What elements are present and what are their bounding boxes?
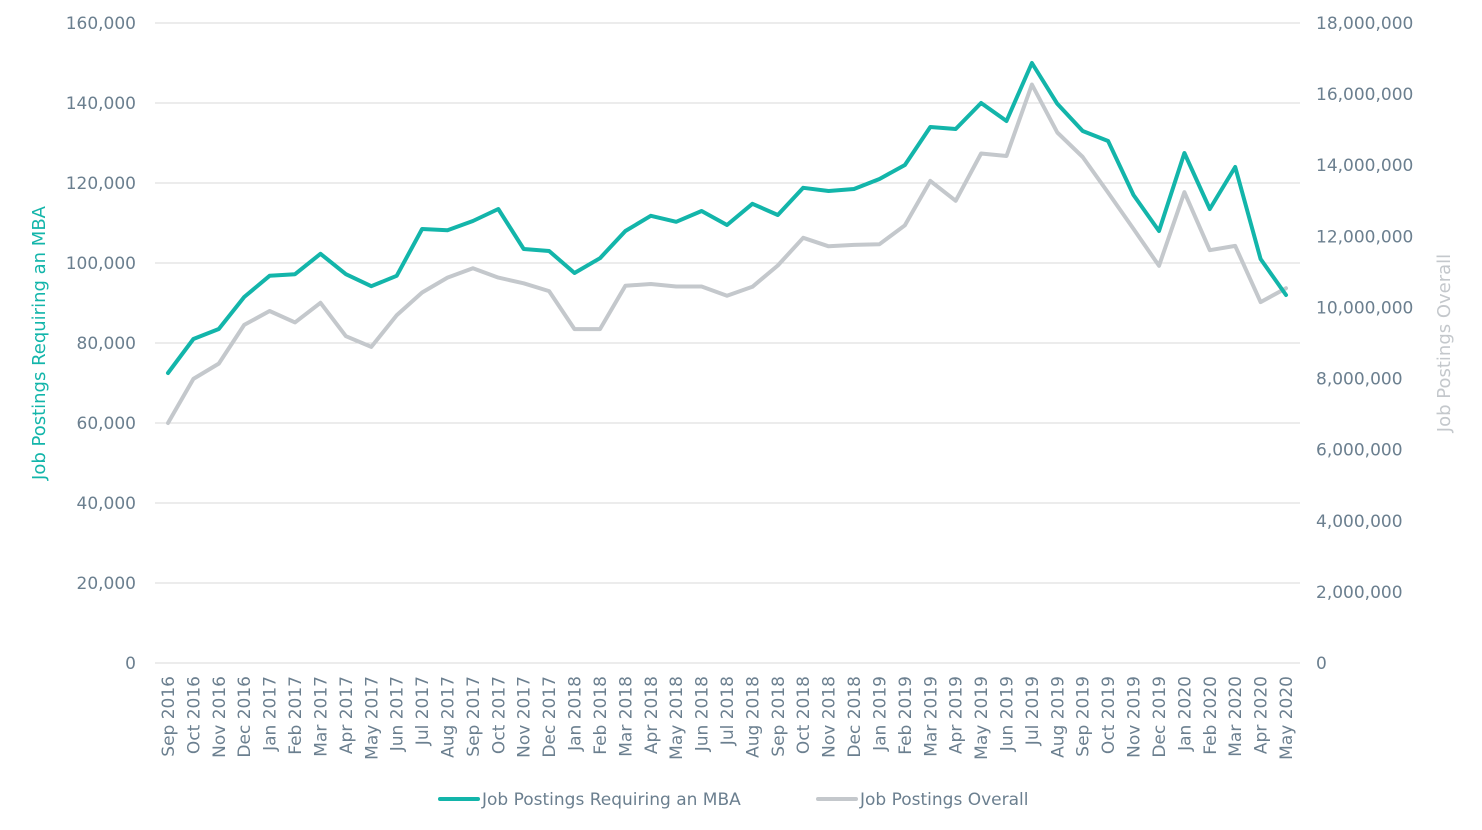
right-tick-label: 18,000,000 xyxy=(1316,14,1413,34)
x-tick-label: May 2017 xyxy=(362,676,382,760)
x-tick-label: Mar 2020 xyxy=(1226,676,1246,757)
right-tick-label: 4,000,000 xyxy=(1316,512,1403,532)
legend-label-overall: Job Postings Overall xyxy=(859,790,1028,810)
right-tick-label: 2,000,000 xyxy=(1316,583,1403,603)
x-tick-label: Aug 2018 xyxy=(743,676,763,758)
left-tick-label: 60,000 xyxy=(77,414,136,434)
right-tick-label: 14,000,000 xyxy=(1316,156,1413,176)
x-tick-label: Feb 2020 xyxy=(1201,676,1221,755)
left-axis-title: Job Postings Requiring an MBA xyxy=(29,205,50,481)
left-tick-label: 160,000 xyxy=(66,14,136,34)
x-tick-label: Jun 2017 xyxy=(388,676,408,752)
x-tick-label: Jul 2018 xyxy=(718,676,738,746)
left-tick-label: 40,000 xyxy=(77,494,136,514)
x-tick-label: Feb 2018 xyxy=(591,676,611,755)
left-tick-label: 120,000 xyxy=(66,174,136,194)
x-tick-label: Jan 2019 xyxy=(870,676,890,752)
x-tick-label: Dec 2016 xyxy=(235,676,255,758)
left-tick-label: 100,000 xyxy=(66,254,136,274)
x-tick-label: Apr 2017 xyxy=(337,676,357,754)
x-tick-label: Nov 2016 xyxy=(210,676,230,758)
left-tick-label: 140,000 xyxy=(66,94,136,114)
x-tick-label: Apr 2018 xyxy=(642,676,662,754)
x-tick-label: May 2020 xyxy=(1277,676,1297,760)
x-tick-label: Feb 2017 xyxy=(286,676,306,755)
left-tick-label: 20,000 xyxy=(77,574,136,594)
x-tick-label: Nov 2019 xyxy=(1125,676,1145,758)
x-tick-label: Dec 2018 xyxy=(845,676,865,758)
left-tick-label: 0 xyxy=(125,654,136,674)
x-tick-label: Mar 2019 xyxy=(921,676,941,757)
x-tick-label: Jul 2017 xyxy=(413,676,433,746)
legend-label-mba: Job Postings Requiring an MBA xyxy=(481,790,741,810)
x-tick-label: Oct 2019 xyxy=(1099,676,1119,754)
x-tick-label: Jan 2018 xyxy=(566,676,586,752)
left-tick-label: 80,000 xyxy=(77,334,136,354)
series-line-mba xyxy=(166,61,1288,375)
x-tick-label: Sep 2017 xyxy=(464,676,484,757)
x-tick-label: Dec 2019 xyxy=(1150,676,1170,758)
x-tick-label: Dec 2017 xyxy=(540,676,560,758)
x-tick-label: Jul 2019 xyxy=(1023,676,1043,746)
right-tick-label: 0 xyxy=(1316,654,1327,674)
left-y-axis-ticks: 0 20,000 40,000 60,000 80,000 100,000 120,000 1… xyxy=(66,14,136,674)
x-tick-label: Nov 2017 xyxy=(515,676,535,758)
x-tick-label: Jun 2018 xyxy=(693,676,713,752)
series-lines xyxy=(166,61,1288,425)
x-tick-label: Jan 2020 xyxy=(1175,676,1195,752)
x-tick-label: Oct 2018 xyxy=(794,676,814,754)
right-tick-label: 6,000,000 xyxy=(1316,441,1403,461)
x-tick-label: Mar 2018 xyxy=(616,676,636,757)
gridlines xyxy=(155,22,1300,664)
x-tick-label: Jan 2017 xyxy=(261,676,281,752)
right-tick-label: 16,000,000 xyxy=(1316,85,1413,105)
x-tick-label: Oct 2017 xyxy=(489,676,509,754)
x-tick-label: Jun 2019 xyxy=(998,676,1018,752)
x-tick-label: May 2019 xyxy=(972,676,992,760)
legend: Job Postings Requiring an MBA Job Postin… xyxy=(438,790,1028,810)
x-tick-label: Mar 2017 xyxy=(311,676,331,757)
right-y-axis-ticks: 0 2,000,000 4,000,000 6,000,000 8,000,000 10,… xyxy=(1316,14,1413,674)
x-tick-label: Oct 2016 xyxy=(184,676,204,754)
x-axis-ticks: Sep 2016 Oct 2016 Nov 2016 Dec 2016 Jan 2017… xyxy=(159,676,1297,760)
right-tick-label: 12,000,000 xyxy=(1316,227,1413,247)
x-tick-label: Feb 2019 xyxy=(896,676,916,755)
series-line-overall xyxy=(166,82,1288,425)
x-tick-label: Aug 2019 xyxy=(1048,676,1068,758)
x-tick-label: Apr 2019 xyxy=(947,676,967,754)
x-tick-label: Sep 2019 xyxy=(1074,676,1094,757)
right-tick-label: 10,000,000 xyxy=(1316,298,1413,318)
right-tick-label: 8,000,000 xyxy=(1316,370,1403,390)
x-tick-label: Nov 2018 xyxy=(820,676,840,758)
x-tick-label: May 2018 xyxy=(667,676,687,760)
x-tick-label: Sep 2016 xyxy=(159,676,179,757)
x-tick-label: Aug 2017 xyxy=(439,676,459,758)
right-axis-title: Job Postings Overall xyxy=(1434,254,1455,433)
x-tick-label: Apr 2020 xyxy=(1252,676,1272,754)
x-tick-label: Sep 2018 xyxy=(769,676,789,757)
